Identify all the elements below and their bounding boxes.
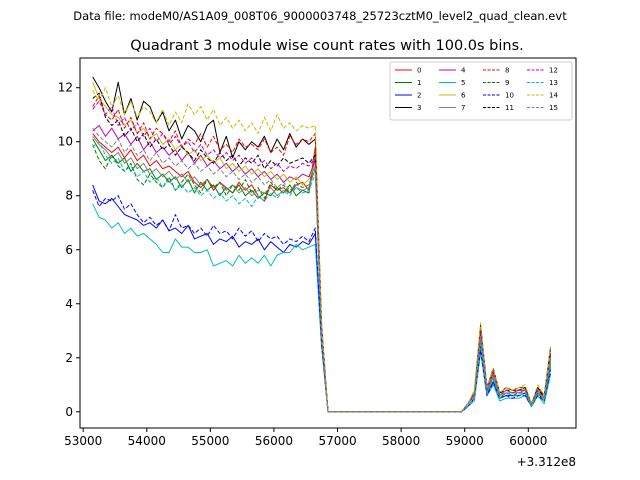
legend-label-7: 7: [461, 104, 465, 112]
figure-suptitle: Data file: modeM0/AS1A09_008T06_90000037…: [73, 9, 567, 23]
legend-label-13: 13: [549, 79, 558, 87]
series-line-2: [92, 184, 552, 413]
series-line-5: [92, 203, 552, 413]
x-tick-label: 59000: [446, 434, 484, 448]
plot-frame: [79, 57, 577, 429]
series-line-12: [92, 100, 552, 413]
legend-label-9: 9: [505, 79, 509, 87]
series-layer: [92, 76, 552, 413]
y-tick-label: 0: [65, 405, 73, 419]
legend-label-5: 5: [461, 79, 465, 87]
chart-title: Quadrant 3 module wise count rates with …: [130, 38, 524, 54]
series-line-8: [92, 95, 552, 413]
series-line-15: [92, 127, 552, 413]
series-line-14: [92, 87, 552, 413]
x-offset-label: +3.312e8: [517, 455, 576, 469]
y-tick-label: 2: [65, 351, 73, 365]
x-tick-label: 58000: [382, 434, 420, 448]
legend-label-1: 1: [417, 79, 421, 87]
x-tick-label: 60000: [509, 434, 547, 448]
series-line-7: [92, 135, 552, 413]
x-tick-label: 54000: [128, 434, 166, 448]
legend-box: [389, 61, 573, 121]
legend-label-2: 2: [417, 92, 421, 100]
y-tick-label: 10: [58, 135, 73, 149]
x-tick-label: 57000: [318, 434, 356, 448]
y-tick-label: 12: [58, 81, 73, 95]
x-tick-label: 56000: [255, 434, 293, 448]
series-line-13: [92, 141, 552, 413]
x-tick-label: 55000: [191, 434, 229, 448]
y-tick-label: 6: [65, 243, 73, 257]
legend-label-11: 11: [505, 104, 514, 112]
y-tick-label: 4: [65, 297, 73, 311]
axes-layer: 53000 54000 55000 56000 57000 58000 59000 60000…: [58, 81, 548, 448]
x-tick-label: 53000: [64, 434, 102, 448]
legend-label-14: 14: [549, 92, 558, 100]
legend-label-10: 10: [505, 92, 514, 100]
y-tick-label: 8: [65, 189, 73, 203]
legend-label-8: 8: [505, 67, 509, 75]
legend-label-12: 12: [549, 67, 558, 75]
legend-label-0: 0: [417, 67, 421, 75]
legend-label-15: 15: [549, 104, 558, 112]
legend-label-3: 3: [417, 104, 421, 112]
legend-label-4: 4: [461, 67, 466, 75]
legend-label-6: 6: [461, 92, 466, 100]
